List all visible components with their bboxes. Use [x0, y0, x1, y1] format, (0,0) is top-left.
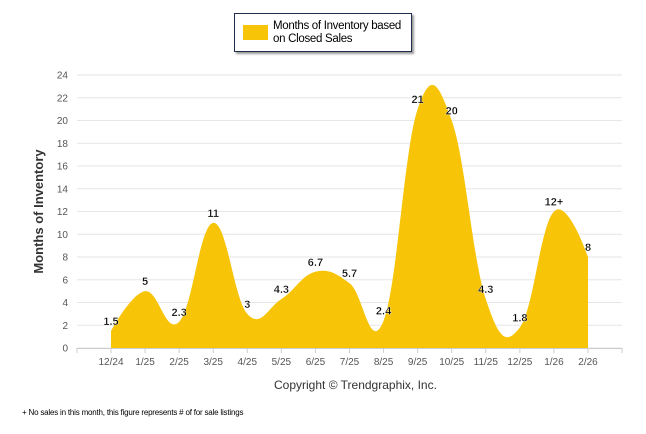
data-label: 4.3 — [478, 284, 493, 296]
data-label: 11 — [207, 208, 219, 220]
x-tick-label: 5/25 — [272, 357, 292, 368]
x-tick-label: 7/25 — [340, 357, 360, 368]
y-tick-label: 8 — [62, 253, 68, 264]
x-tick-label: 1/26 — [544, 357, 564, 368]
y-tick-label: 22 — [57, 93, 69, 104]
x-tick-label: 2/25 — [169, 357, 189, 368]
y-axis-title: Months of Inventory — [31, 149, 46, 274]
y-tick-label: 6 — [62, 275, 68, 286]
y-tick-label: 18 — [57, 139, 69, 150]
y-tick-label: 14 — [57, 184, 69, 195]
data-label: 5.7 — [342, 268, 357, 280]
data-label: 1.8 — [512, 313, 527, 325]
legend-swatch — [243, 25, 268, 40]
x-tick-label: 11/25 — [474, 357, 499, 368]
x-tick-label: 9/25 — [408, 357, 428, 368]
data-label: 1.5 — [103, 316, 118, 328]
y-tick-label: 20 — [57, 116, 69, 127]
y-tick-label: 12 — [57, 207, 69, 218]
data-label: 2.3 — [171, 307, 186, 319]
x-tick-label: 12/24 — [98, 357, 123, 368]
data-label: 2.4 — [376, 306, 392, 318]
x-tick-label: 3/25 — [203, 357, 223, 368]
y-tick-label: 16 — [57, 162, 69, 173]
x-tick-label: 1/25 — [135, 357, 155, 368]
chart-legend: Months of Inventory based on Closed Sale… — [234, 13, 412, 52]
y-tick-label: 4 — [62, 298, 68, 309]
area-series — [111, 84, 588, 348]
x-tick-label: 8/25 — [374, 357, 394, 368]
footnote: + No sales in this month, this figure re… — [22, 408, 244, 417]
x-tick-label: 10/25 — [439, 357, 464, 368]
data-label: 20 — [446, 106, 458, 118]
legend-label: Months of Inventory based on Closed Sale… — [273, 19, 402, 45]
data-label: 3 — [244, 299, 250, 311]
copyright-text: Copyright © Trendgraphix, Inc. — [274, 378, 437, 392]
data-label: 8 — [585, 242, 591, 254]
data-label: 4.3 — [274, 284, 289, 296]
y-tick-label: 2 — [62, 321, 68, 332]
data-label: 5 — [142, 276, 148, 288]
data-label: 6.7 — [308, 257, 323, 269]
y-tick-label: 24 — [57, 71, 69, 82]
y-tick-label: 10 — [57, 230, 69, 241]
data-label: 12+ — [545, 197, 564, 209]
data-label: 21 — [412, 94, 424, 106]
y-tick-label: 0 — [62, 344, 68, 355]
x-tick-label: 6/25 — [306, 357, 326, 368]
x-tick-label: 2/26 — [578, 357, 598, 368]
x-tick-label: 12/25 — [507, 357, 532, 368]
x-tick-label: 4/25 — [238, 357, 258, 368]
